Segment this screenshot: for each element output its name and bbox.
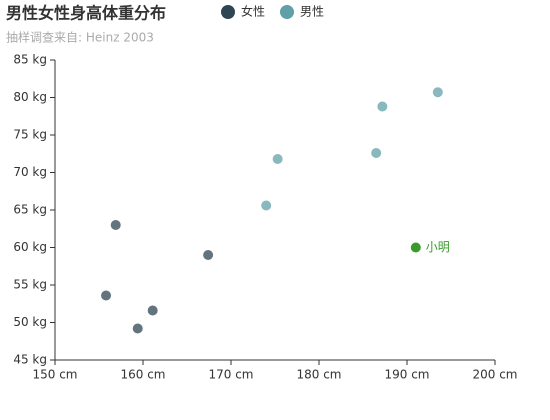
y-tick-label: 80 kg: [13, 90, 47, 104]
x-tick-label: 180 cm: [296, 368, 341, 382]
y-tick-label: 45 kg: [13, 353, 47, 367]
y-tick-label: 70 kg: [13, 165, 47, 179]
chart-subtitle: 抽样调查来自: Heinz 2003: [6, 30, 154, 45]
y-tick-label: 60 kg: [13, 240, 47, 254]
point: [432, 87, 443, 98]
x-tick-label: 160 cm: [120, 368, 165, 382]
point: [101, 290, 112, 301]
point: [203, 250, 214, 260]
y-tick-label: 75 kg: [13, 128, 47, 142]
legend-marker[interactable]: [221, 5, 235, 19]
point: [377, 101, 388, 112]
legend-marker[interactable]: [280, 5, 294, 19]
x-tick-label: 200 cm: [472, 368, 517, 382]
point: [272, 154, 283, 164]
chart-title: 男性女性身高体重分布: [6, 4, 166, 23]
point: [371, 148, 382, 158]
point: [147, 305, 158, 316]
annotation-label: 小明: [426, 240, 450, 254]
x-tick-label: 190 cm: [384, 368, 429, 382]
x-tick-label: 170 cm: [208, 368, 253, 382]
point: [261, 200, 272, 211]
annotation-point: [410, 242, 421, 253]
y-tick-label: 50 kg: [13, 315, 47, 329]
y-tick-label: 55 kg: [13, 278, 47, 292]
legend-label[interactable]: 男性: [300, 5, 324, 19]
point: [132, 323, 143, 334]
legend-label[interactable]: 女性: [241, 4, 265, 19]
point: [110, 220, 121, 230]
y-tick-label: 65 kg: [13, 203, 47, 217]
x-tick-label: 150 cm: [32, 368, 77, 382]
y-tick-label: 85 kg: [13, 53, 47, 67]
